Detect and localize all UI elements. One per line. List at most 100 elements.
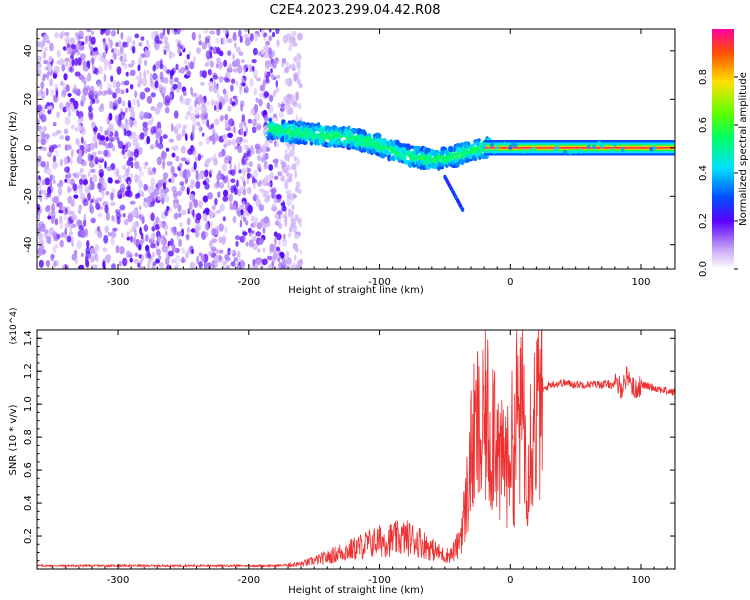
noise-speckle — [184, 59, 188, 65]
noise-speckle — [175, 262, 179, 269]
noise-speckle — [138, 180, 143, 189]
noise-speckle — [138, 42, 143, 47]
noise-speckle — [237, 145, 243, 154]
noise-speckle — [201, 132, 205, 137]
noise-speckle — [244, 86, 249, 94]
noise-speckle — [44, 177, 51, 186]
noise-speckle — [79, 193, 85, 200]
noise-speckle — [107, 177, 113, 184]
noise-speckle — [37, 68, 40, 76]
noise-speckle — [240, 126, 244, 136]
noise-speckle — [69, 98, 76, 103]
noise-speckle — [211, 228, 216, 236]
noise-speckle — [156, 248, 161, 256]
noise-speckle — [158, 261, 165, 269]
noise-speckle — [225, 122, 229, 129]
noise-speckle — [251, 65, 255, 72]
noise-speckle — [162, 221, 169, 231]
noise-speckle — [143, 224, 149, 232]
noise-speckle — [213, 100, 220, 106]
noise-speckle — [245, 202, 251, 211]
noise-speckle — [141, 77, 148, 87]
noise-speckle — [191, 249, 194, 254]
noise-speckle — [215, 37, 220, 44]
noise-speckle — [181, 256, 185, 264]
noise-speckle — [250, 222, 255, 228]
noise-speckle — [185, 133, 188, 141]
noise-speckle — [277, 210, 283, 216]
noise-speckle — [188, 98, 192, 103]
noise-speckle — [103, 89, 108, 95]
noise-speckle — [157, 179, 163, 188]
noise-speckle — [162, 182, 166, 191]
noise-speckle — [278, 111, 284, 118]
noise-speckle — [254, 179, 258, 184]
noise-speckle — [59, 239, 64, 248]
noise-speckle — [207, 195, 210, 200]
noise-speckle — [150, 80, 154, 88]
snr-series-line — [37, 330, 675, 569]
noise-speckle — [75, 138, 80, 145]
noise-speckle — [230, 178, 236, 184]
noise-speckle — [261, 144, 267, 154]
noise-speckle — [267, 255, 272, 261]
noise-speckle — [51, 132, 58, 137]
noise-speckle — [297, 265, 301, 269]
spectrogram-xlabel: Height of straight line (km) — [288, 285, 424, 296]
noise-speckle — [137, 102, 141, 108]
snr-axes: -300 -200 -100 0 100 0.2 0.4 0.6 0.8 1.0 1.2 1.4 — [23, 330, 675, 586]
noise-speckle — [99, 81, 103, 91]
noise-speckle — [92, 131, 98, 136]
noise-speckle — [181, 247, 186, 255]
noise-speckle — [174, 144, 179, 151]
noise-speckle — [266, 73, 269, 83]
noise-speckle — [118, 260, 122, 267]
noise-speckle — [118, 40, 122, 48]
noise-speckle — [228, 193, 234, 203]
noise-speckle — [56, 182, 63, 188]
noise-speckle — [286, 257, 292, 265]
noise-speckle — [231, 138, 236, 146]
noise-speckle — [298, 55, 302, 60]
noise-speckle — [242, 216, 247, 223]
noise-speckle — [112, 79, 117, 89]
noise-speckle — [47, 64, 53, 72]
noise-speckle — [284, 180, 289, 190]
noise-speckle — [139, 226, 142, 235]
noise-speckle — [210, 46, 213, 51]
noise-speckle — [150, 126, 156, 134]
noise-speckle — [47, 215, 52, 220]
noise-speckle — [234, 257, 238, 262]
noise-speckle — [295, 114, 299, 122]
noise-speckle — [195, 180, 201, 189]
noise-speckle — [98, 89, 102, 97]
noise-speckle — [76, 240, 82, 250]
noise-speckle — [88, 110, 94, 119]
noise-speckle — [117, 96, 122, 105]
noise-speckle — [153, 30, 159, 37]
noise-speckle — [284, 141, 290, 147]
noise-speckle — [297, 103, 302, 110]
noise-speckle — [224, 253, 230, 260]
noise-speckle — [57, 143, 61, 149]
noise-speckle — [66, 106, 71, 114]
noise-speckle — [228, 155, 233, 162]
noise-speckle — [166, 29, 170, 35]
noise-speckle — [50, 254, 55, 259]
noise-speckle — [167, 161, 172, 167]
noise-speckle — [126, 185, 130, 192]
noise-speckle — [44, 206, 51, 213]
noise-speckle — [299, 249, 303, 255]
colorbar-gradient — [712, 29, 734, 269]
noise-speckle — [89, 205, 95, 214]
noise-speckle — [146, 95, 153, 104]
noise-speckle — [116, 169, 120, 176]
noise-speckle — [133, 258, 139, 264]
noise-speckle — [164, 257, 170, 265]
noise-speckle — [237, 188, 242, 197]
noise-speckle — [144, 111, 150, 119]
carrier-blob — [492, 149, 497, 155]
noise-speckle — [55, 129, 62, 135]
noise-speckle — [114, 114, 120, 122]
